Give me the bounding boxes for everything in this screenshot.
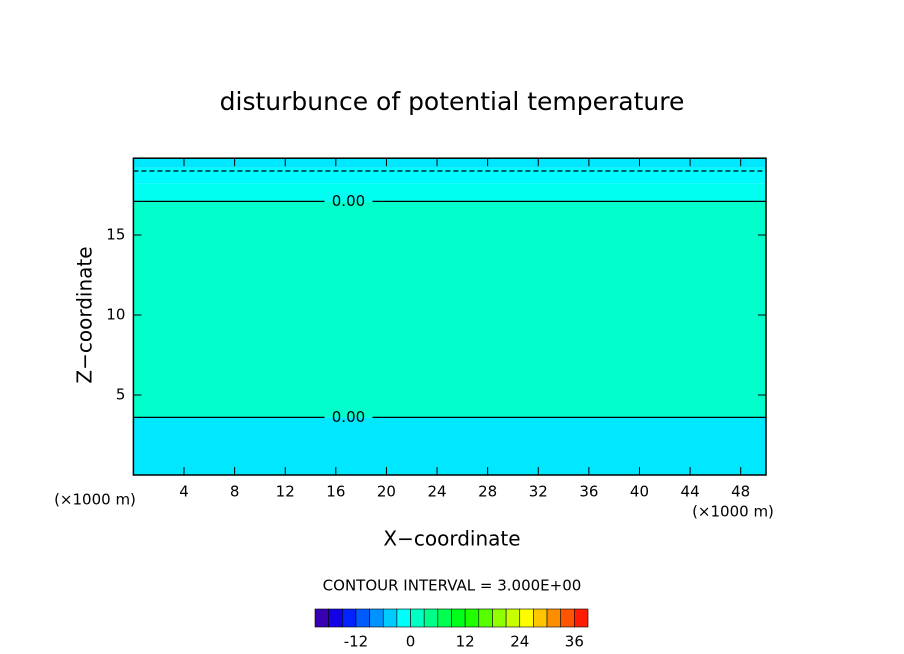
colorbar-box [355, 608, 370, 628]
colorbar-tick-label: 36 [565, 633, 584, 651]
colorbar-box [382, 608, 398, 628]
x-axis-label: X−coordinate [383, 527, 520, 551]
plot-frame [132, 157, 767, 476]
contour-label: 0.00 [332, 192, 365, 210]
y-tick-label: 15 [106, 226, 125, 244]
colorbar-box [410, 608, 425, 628]
chart-title: disturbunce of potential temperature [220, 87, 685, 116]
y-tick-label: 5 [116, 386, 126, 404]
y-tick-label: 10 [106, 306, 125, 324]
x-unit-label: (×1000 m) [54, 491, 136, 509]
contour-label: 0.00 [332, 408, 365, 426]
colorbar-box [478, 608, 493, 628]
contour-band [133, 167, 766, 184]
x-tick-label: 48 [731, 483, 750, 501]
colorbar-box [437, 608, 452, 628]
colorbar-box [328, 608, 343, 628]
x-tick-label: 44 [681, 483, 700, 501]
colorbar-box [560, 608, 575, 628]
x-unit-label: (×1000 m) [692, 503, 774, 521]
colorbar-box [464, 608, 480, 628]
colorbar-box [533, 608, 548, 628]
colorbar-box [546, 608, 561, 628]
x-tick-label: 24 [428, 483, 447, 501]
colorbar-box [574, 608, 589, 628]
x-tick-label: 20 [377, 483, 396, 501]
colorbar-box [423, 608, 439, 628]
x-tick-label: 36 [579, 483, 598, 501]
colorbar-box [396, 608, 411, 628]
contour-interval: CONTOUR INTERVAL = 3.000E+00 [323, 577, 582, 595]
x-tick-label: 8 [230, 483, 240, 501]
contour-band [133, 183, 766, 202]
colorbar-box [519, 608, 534, 628]
colorbar-box [492, 608, 507, 628]
colorbar-tick-label: 24 [510, 633, 529, 651]
colorbar-box [505, 608, 521, 628]
x-tick-label: 28 [478, 483, 497, 501]
colorbar-tick-label: -12 [344, 633, 369, 651]
colorbar-box [341, 608, 357, 628]
x-tick-label: 32 [529, 483, 548, 501]
contour-band [133, 201, 766, 418]
colorbar-tick-label: 0 [406, 633, 416, 651]
x-tick-label: 16 [326, 483, 345, 501]
x-tick-label: 4 [179, 483, 189, 501]
y-axis-label: Z−coordinate [73, 246, 97, 383]
colorbar-tick-label: 12 [456, 633, 475, 651]
contour-band [133, 417, 766, 475]
colorbar-box [314, 608, 329, 628]
x-tick-label: 40 [630, 483, 649, 501]
colorbar-box [369, 608, 384, 628]
colorbar-box [451, 608, 466, 628]
contour-band [133, 158, 766, 168]
x-tick-label: 12 [276, 483, 295, 501]
